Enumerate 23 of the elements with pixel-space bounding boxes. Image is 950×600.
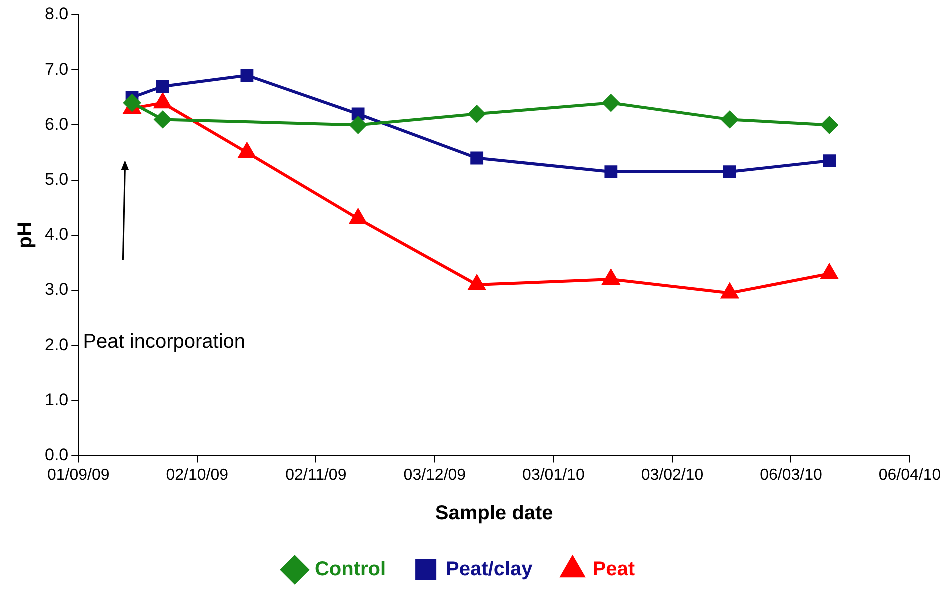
annotation: Peat incorporation <box>83 330 246 353</box>
x-tick-label: 02/10/09 <box>166 466 229 484</box>
y-tick-label: 7.0 <box>44 60 69 79</box>
x-tick-label: 02/11/09 <box>286 466 347 484</box>
legend-label: Control <box>314 558 386 581</box>
x-tick-label: 06/04/10 <box>878 466 942 484</box>
y-tick-label: 0.0 <box>44 445 69 464</box>
x-tick-label: 06/03/10 <box>760 466 822 484</box>
y-tick-label: 1.0 <box>44 390 69 410</box>
y-tick-label: 8.0 <box>44 4 69 24</box>
y-tick-label: 5.0 <box>44 170 69 189</box>
y-axis-title: pH <box>14 222 37 249</box>
legend-label: Peat <box>592 558 636 581</box>
legend-label: Peat/clay <box>446 558 534 581</box>
y-tick-label: 2.0 <box>44 335 69 354</box>
y-tick-label: 4.0 <box>44 225 69 244</box>
x-tick-label: 03/02/10 <box>641 466 704 484</box>
y-tick-label: 3.0 <box>44 280 69 300</box>
x-tick-label: 01/09/09 <box>47 466 110 484</box>
y-tick-label: 6.0 <box>44 114 69 134</box>
x-tick-label: 03/01/10 <box>522 466 585 484</box>
x-tick-label: 03/12/09 <box>404 466 466 484</box>
x-axis-title: Sample date <box>435 502 554 525</box>
